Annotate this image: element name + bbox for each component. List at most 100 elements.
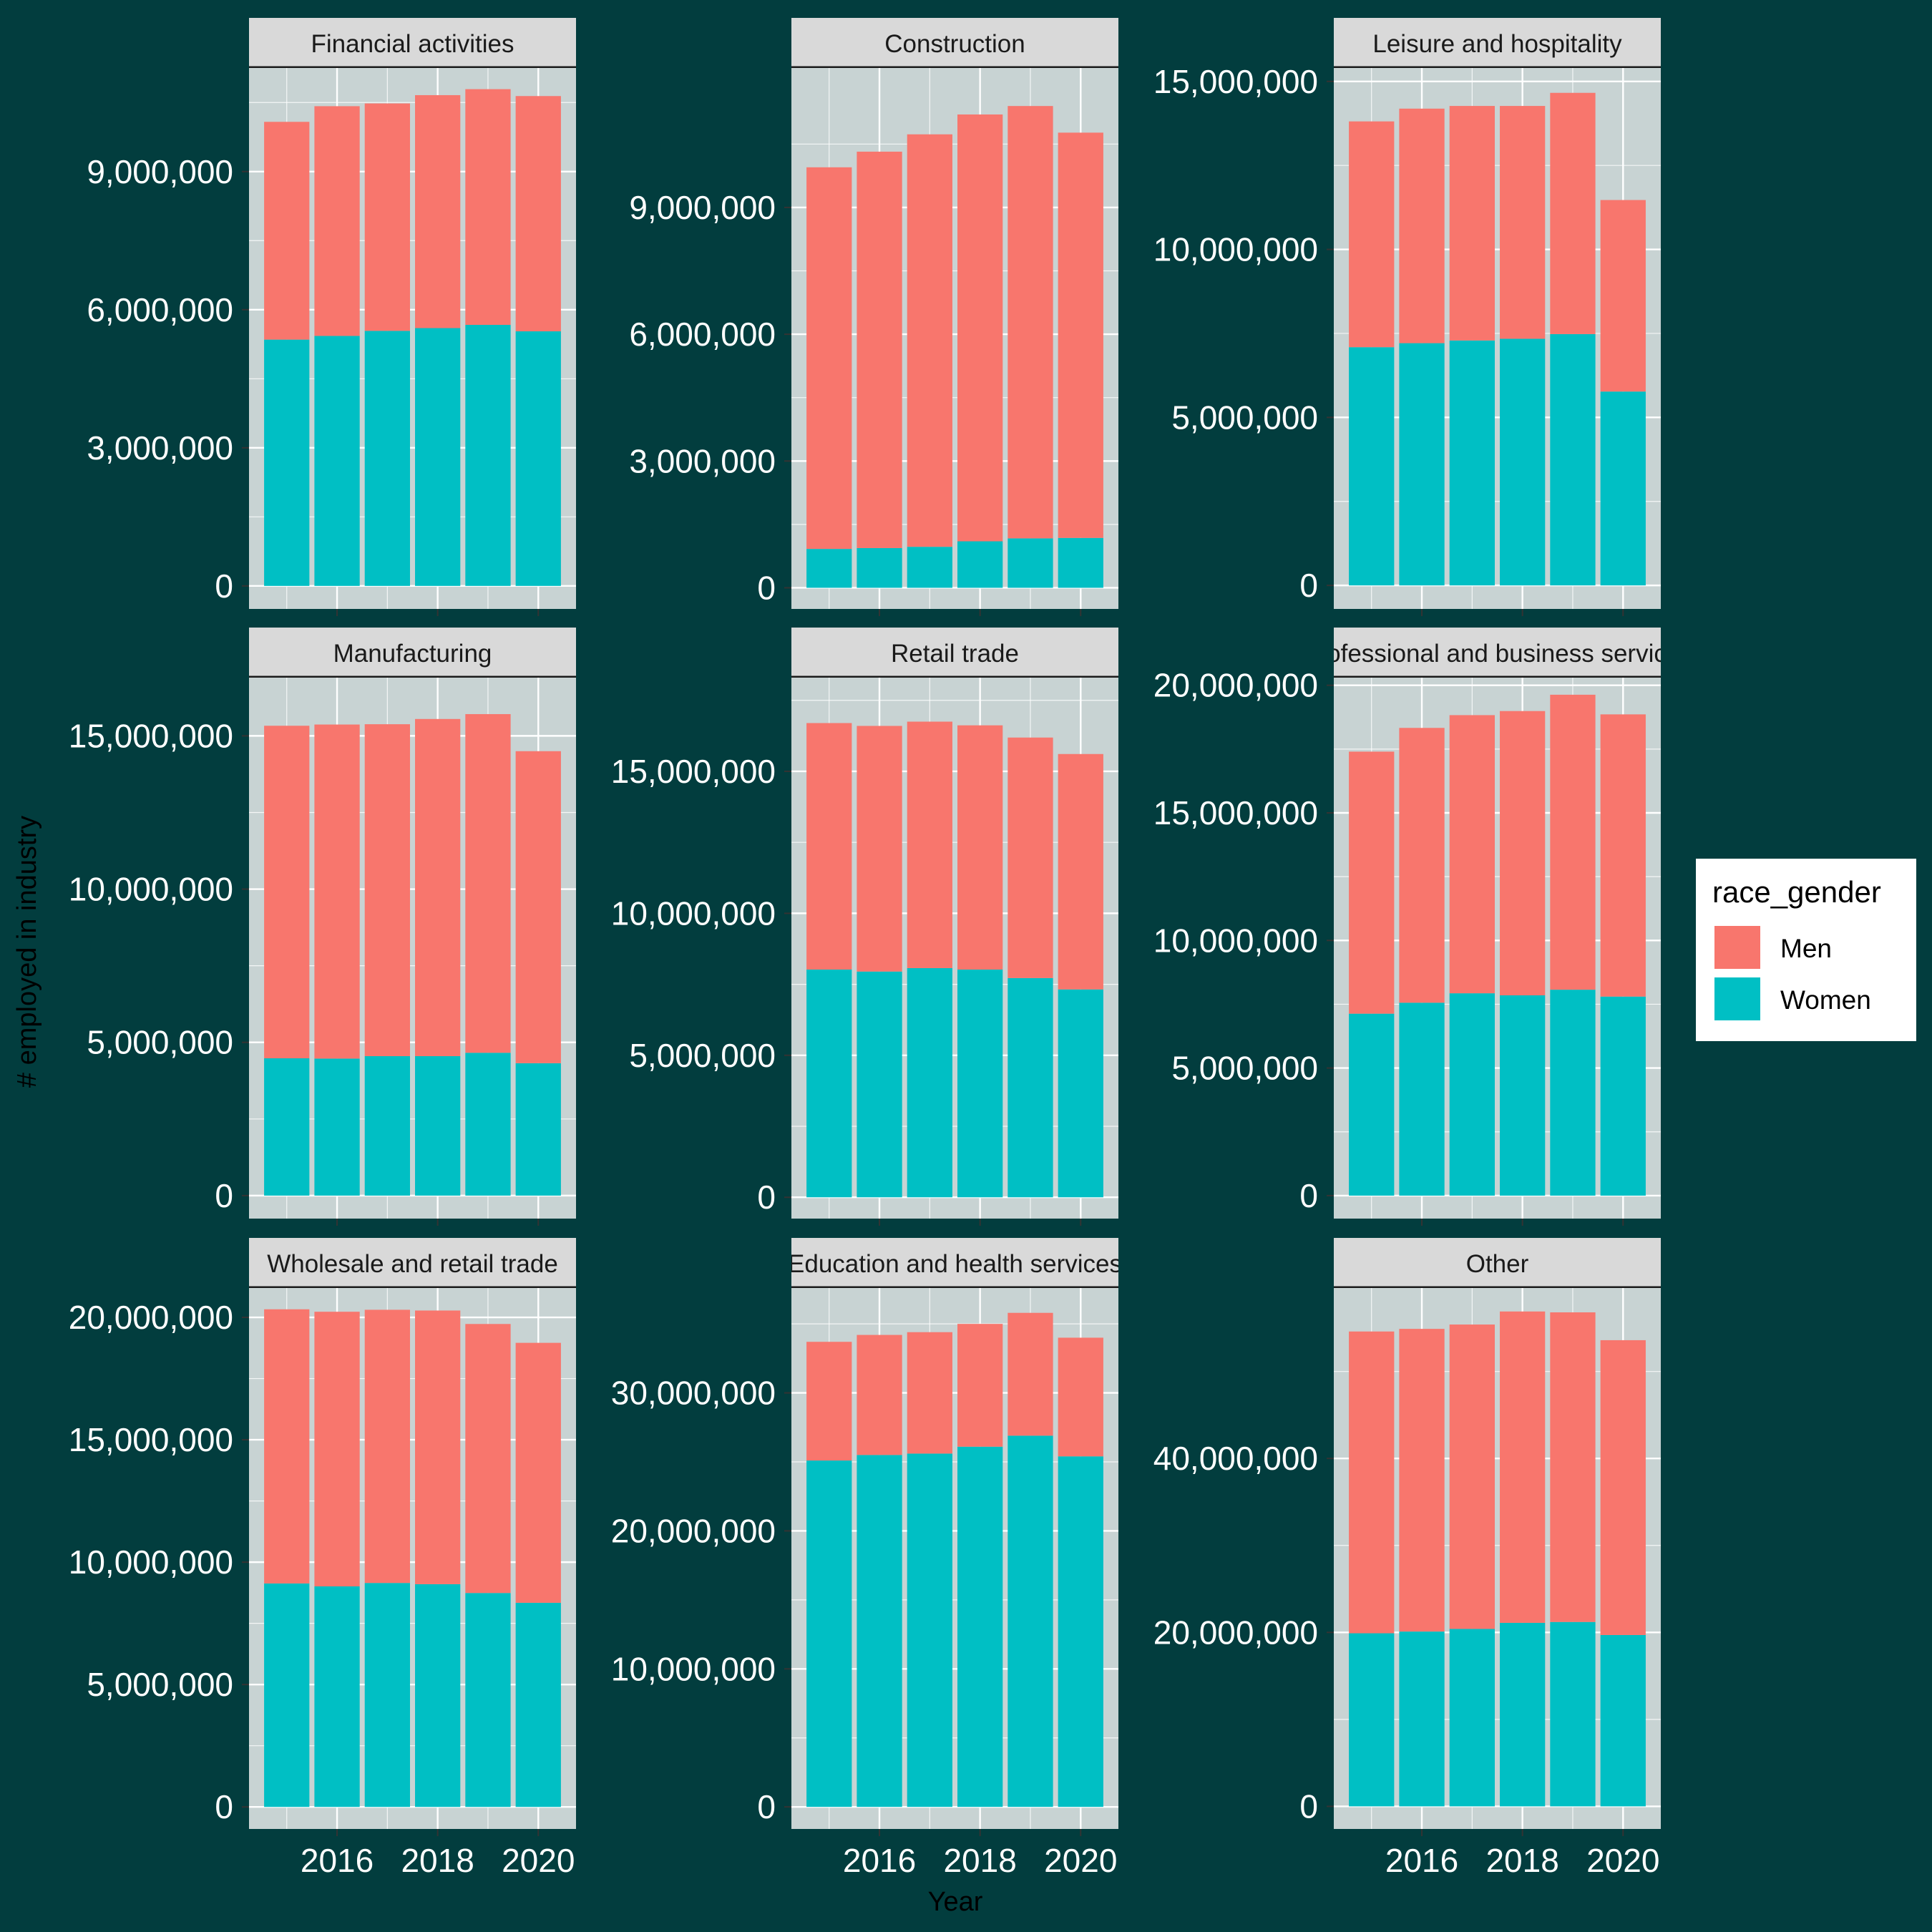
y-tick-label: 20,000,000 [1153,667,1318,704]
bar-women [857,1455,902,1807]
y-tick-label: 5,000,000 [87,1024,233,1061]
bar-men [415,1310,461,1584]
bar-women [907,1453,952,1807]
panel-manufacturing: Manufacturing 0 5,000,000 10,000,000 15,000,… [69,628,576,1226]
bar-men [465,89,511,326]
panel-construction: Construction 0 3,000,000 6,000,000 9,000,000 [629,18,1118,616]
bar-women [264,1583,310,1807]
y-tick-label: 3,000,000 [87,429,233,467]
x-tick-label: 2020 [502,1842,575,1879]
facet-strip [791,18,1118,68]
bar-men [857,151,902,548]
y-tick-label: 0 [215,1177,233,1214]
facet-strip [1334,1238,1661,1288]
y-tick-label: 5,000,000 [87,1666,233,1703]
bar-women [1449,340,1495,586]
bar-women [1600,996,1646,1196]
facet-strip [249,18,576,68]
bar-men [907,134,952,547]
bar-women [314,336,360,586]
legend-label-men: Men [1780,934,1832,963]
bar-women [314,1586,360,1807]
facet-strip [249,628,576,678]
bar-women [364,1583,410,1807]
legend: race_gender Men Women [1696,859,1916,1041]
panel-leisure-and-hospitality: Leisure and hospitality 0 5,000,000 10,000,… [1153,18,1661,616]
bar-women [1600,391,1646,586]
y-tick-label: 20,000,000 [1153,1614,1318,1651]
panel-financial-activities: Financial activities 0 3,000,000 6,000,000 9… [87,18,576,616]
y-tick-label: 10,000,000 [1153,231,1318,268]
bar-women [907,547,952,588]
facet-title: Leisure and hospitality [1372,30,1622,58]
y-tick-label: 20,000,000 [69,1299,233,1336]
bar-men [857,726,902,972]
facet-title: Construction [884,30,1025,58]
x-axis-title: Year [928,1887,983,1917]
y-tick-label: 30,000,000 [611,1375,776,1412]
bar-women [264,339,310,586]
facet-strip [1334,628,1661,678]
bar-women [1500,338,1546,586]
bar-men [957,1324,1003,1447]
bar-men [465,713,511,1053]
y-tick-label: 15,000,000 [69,1421,233,1458]
bar-women [415,1584,461,1807]
bar-men [515,96,561,332]
y-tick-label: 15,000,000 [69,717,233,754]
bar-women [806,969,852,1198]
bar-men [1058,1337,1103,1457]
bar-women [314,1058,360,1196]
bar-men [1349,1331,1395,1634]
y-tick-label: 5,000,000 [629,1037,776,1074]
bar-women [415,328,461,586]
bar-women [1449,1629,1495,1807]
facet-strip [791,628,1118,678]
panel-education-and-health-services: Education and health services 0 10,000,000… [611,1238,1118,1879]
bar-men [1500,1311,1546,1623]
bar-men [1399,728,1445,1003]
bar-women [515,331,561,586]
bar-women [1058,1456,1103,1807]
bar-women [415,1055,461,1196]
bar-men [264,1309,310,1584]
y-tick-label: 0 [757,569,776,606]
bar-men [1550,92,1596,334]
x-tick-label: 2020 [1044,1842,1117,1879]
y-tick-label: 0 [1299,1177,1318,1214]
facet-strip [249,1238,576,1288]
bar-men [364,1309,410,1584]
panel-other: Other 0 20,000,000 40,000,000 2016 2018 2020 [1153,1238,1661,1879]
bar-men [314,1312,360,1586]
bar-men [1058,132,1103,538]
bar-men [806,167,852,550]
y-tick-label: 0 [757,1788,776,1825]
bar-men [1550,694,1596,990]
y-tick-label: 0 [215,1788,233,1825]
bar-men [806,1342,852,1461]
bar-women [1449,993,1495,1196]
facet-title: Professional and business services [1302,640,1693,668]
bar-men [515,1342,561,1603]
y-tick-label: 5,000,000 [1171,1050,1318,1087]
bar-men [1550,1312,1596,1622]
bar-men [364,724,410,1056]
bar-men [314,724,360,1059]
bar-women [465,1593,511,1807]
facet-title: Manufacturing [333,640,492,668]
bar-men [1449,715,1495,994]
y-tick-label: 15,000,000 [1153,63,1318,100]
bar-women [364,1055,410,1196]
bar-women [1058,989,1103,1198]
bar-women [1550,333,1596,586]
bar-men [907,1332,952,1454]
x-tick-label: 2018 [943,1842,1016,1879]
bar-men [1600,1340,1646,1635]
bar-women [957,969,1003,1198]
panel-wholesale-and-retail-trade: Wholesale and retail trade 0 5,000,000 10,0… [69,1238,576,1879]
x-tick-label: 2016 [1385,1842,1458,1879]
bar-women [957,541,1003,588]
bar-women [1399,1631,1445,1807]
bar-women [465,1053,511,1196]
